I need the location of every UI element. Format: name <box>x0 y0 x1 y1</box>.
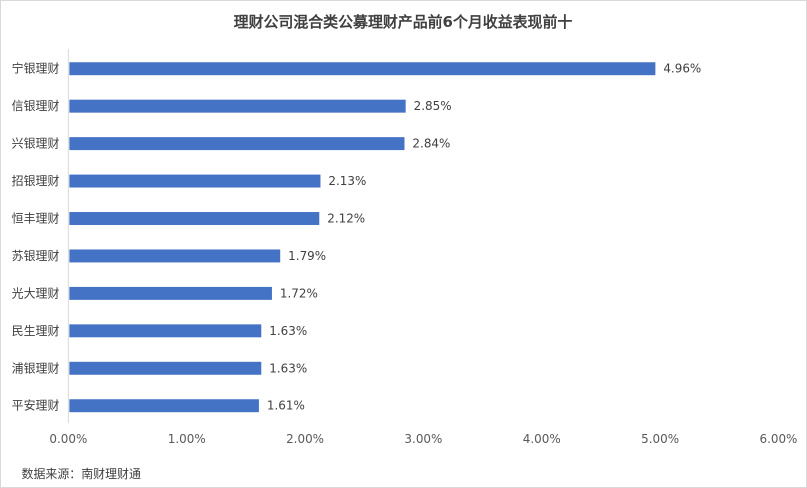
value-label: 2.85% <box>414 99 452 113</box>
source-note: 数据来源：南财理财通 <box>22 466 141 481</box>
x-tick-label: 6.00% <box>759 432 797 446</box>
bar <box>69 137 405 151</box>
x-tick-label: 0.00% <box>49 432 87 446</box>
x-tick-label: 5.00% <box>641 432 679 446</box>
x-tick-label: 3.00% <box>404 432 442 446</box>
category-label: 宁银理财 <box>12 61 60 76</box>
category-label: 平安理财 <box>12 398 60 413</box>
bar <box>69 286 272 300</box>
category-label: 民生理财 <box>12 324 60 338</box>
value-label: 2.84% <box>412 137 450 151</box>
x-tick-label: 1.00% <box>168 432 206 446</box>
category-label: 恒丰理财 <box>12 211 60 225</box>
bars-group: 宁银理财 4.96% 信银理财 2.85% 兴银理财 2.84% 招银理财 2.13% 恒丰理财… <box>12 48 701 424</box>
value-label: 1.63% <box>269 324 307 338</box>
bar <box>69 62 656 76</box>
bar <box>69 399 259 413</box>
x-tick-label: 4.00% <box>523 432 561 446</box>
category-label: 光大理财 <box>12 286 60 300</box>
bar <box>69 174 321 188</box>
bar <box>69 249 281 263</box>
value-label: 2.13% <box>328 174 366 188</box>
bar <box>69 99 406 113</box>
category-label: 浦银理财 <box>12 361 60 375</box>
value-label: 1.61% <box>267 399 305 413</box>
x-tick-label: 2.00% <box>286 432 324 446</box>
value-label: 2.12% <box>327 211 365 225</box>
value-label: 1.79% <box>288 249 326 263</box>
bar <box>69 324 262 338</box>
value-label: 4.96% <box>663 62 701 76</box>
category-label: 招银理财 <box>12 174 60 188</box>
value-label: 1.72% <box>280 286 318 300</box>
bar <box>69 212 320 225</box>
bar <box>69 361 262 375</box>
category-label: 兴银理财 <box>12 137 60 151</box>
category-label: 苏银理财 <box>12 249 60 263</box>
category-label: 信银理财 <box>12 99 60 113</box>
value-label: 1.63% <box>269 361 307 375</box>
chart-title: 理财公司混合类公募理财产品前6个月收益表现前十 <box>234 13 573 31</box>
x-axis: 0.00% 1.00% 2.00% 3.00% 4.00% 5.00% 6.00% <box>49 432 797 446</box>
